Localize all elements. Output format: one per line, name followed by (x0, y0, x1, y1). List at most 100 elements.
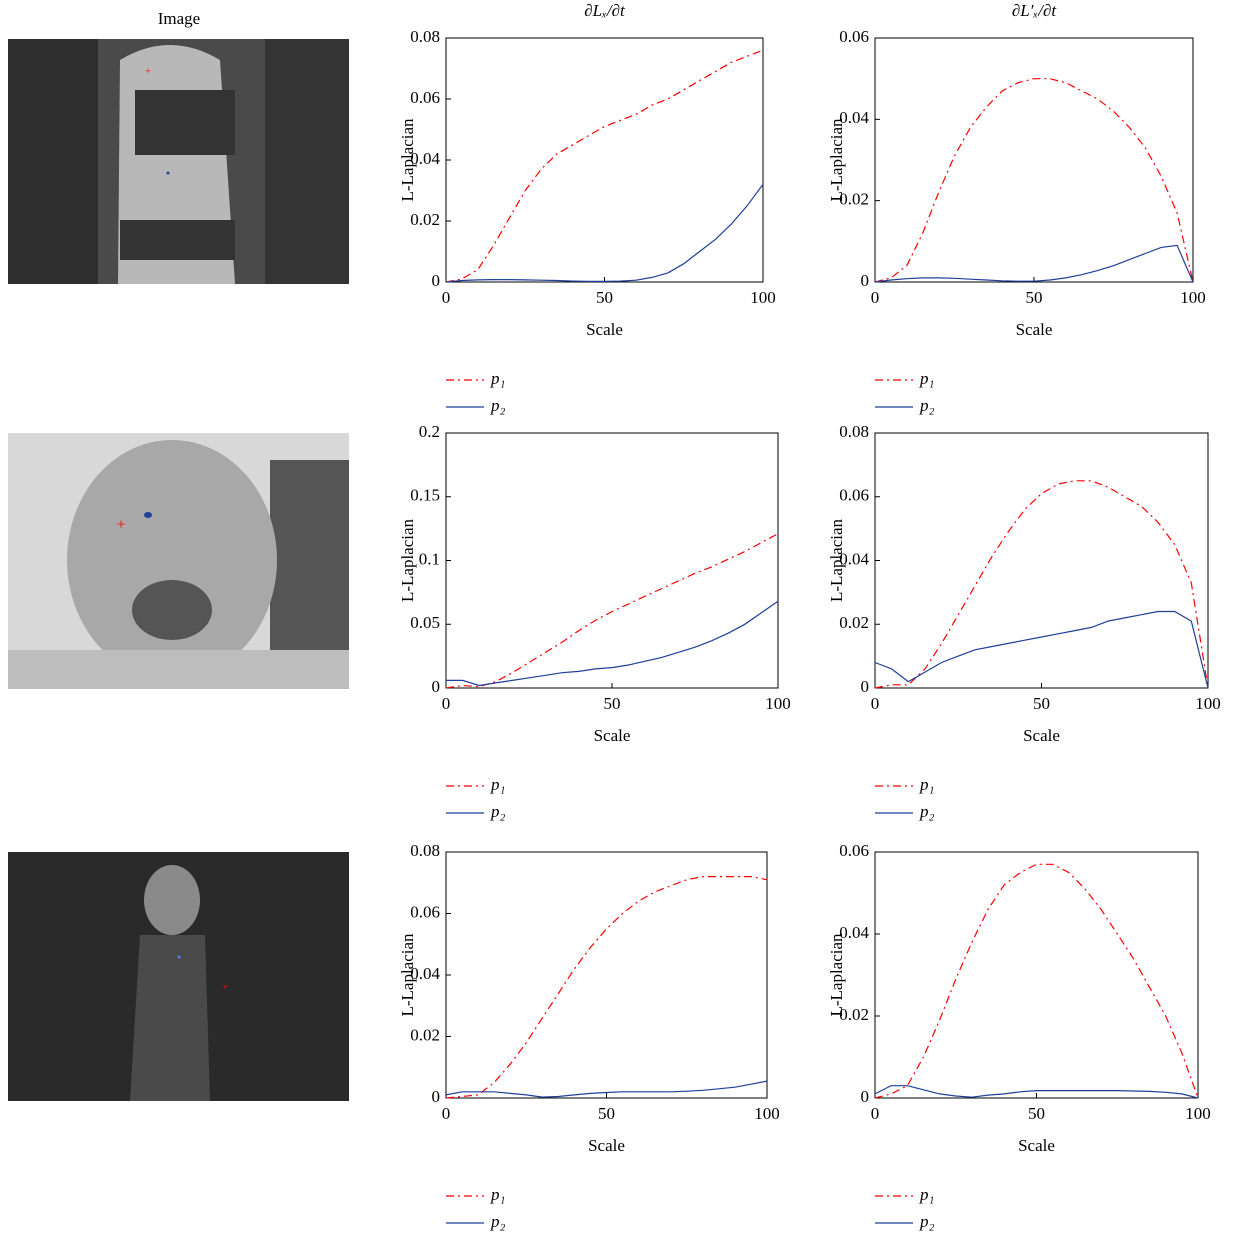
photo: + (8, 39, 349, 284)
photo-detail (120, 220, 235, 260)
legend-label: p₂ (919, 396, 935, 415)
y-tick-label: 0.06 (839, 486, 869, 505)
chart-title: ∂Lₓ/∂t (584, 1, 626, 20)
series-line (445, 1080, 768, 1098)
plot-frame (445, 851, 768, 1099)
y-tick-label: 0.04 (410, 149, 440, 168)
legend-label: p₁ (919, 1185, 934, 1204)
x-tick-label: 0 (871, 1104, 880, 1123)
series-line (445, 49, 764, 283)
y-tick-label: 0.06 (839, 27, 869, 46)
x-tick-label: 50 (598, 1104, 615, 1123)
legend-label: p₂ (490, 396, 506, 415)
y-tick-label: 0.06 (839, 841, 869, 860)
y-tick-label: 0 (861, 1087, 870, 1106)
y-axis-label: L-Laplacian (398, 933, 417, 1017)
legend-label: p₁ (490, 369, 505, 388)
y-axis-label: L-Laplacian (827, 518, 846, 602)
photo-marker: + (116, 517, 125, 534)
x-tick-label: 0 (442, 288, 451, 307)
y-tick-label: 0 (861, 677, 870, 696)
x-axis-label: Scale (1016, 320, 1053, 339)
y-axis-label: L-Laplacian (827, 933, 846, 1017)
photo-shade (270, 460, 349, 660)
x-axis-label: Scale (586, 320, 623, 339)
y-tick-label: 0.15 (410, 486, 440, 505)
legend-label: p₂ (919, 1212, 935, 1231)
x-axis-label: Scale (1023, 726, 1060, 745)
series-line (445, 184, 764, 283)
x-tick-label: 100 (1195, 694, 1221, 713)
y-tick-label: 0 (432, 677, 441, 696)
x-tick-label: 50 (1033, 694, 1050, 713)
x-tick-label: 0 (871, 288, 880, 307)
photo: + (8, 852, 349, 1101)
x-tick-label: 0 (442, 1104, 451, 1123)
photo-shade (8, 39, 98, 284)
photo: + (8, 433, 349, 689)
series-line (874, 78, 1194, 283)
x-tick-label: 100 (754, 1104, 780, 1123)
y-tick-label: 0.04 (839, 108, 869, 127)
y-tick-label: 0.05 (410, 613, 440, 632)
legend-label: p₁ (919, 369, 934, 388)
legend-label: p₂ (490, 1212, 506, 1231)
y-tick-label: 0.06 (410, 88, 440, 107)
photo-marker: + (145, 66, 151, 77)
series-line (445, 533, 779, 689)
y-axis-label: L-Laplacian (398, 118, 417, 202)
y-tick-label: 0 (432, 1087, 441, 1106)
x-tick-label: 50 (596, 288, 613, 307)
photo-face (144, 865, 200, 935)
legend-label: p₂ (490, 802, 506, 821)
y-tick-label: 0.02 (839, 1005, 869, 1024)
series-line (874, 610, 1209, 689)
y-tick-label: 0.08 (410, 841, 440, 860)
x-axis-label: Scale (594, 726, 631, 745)
photo-marker: + (222, 982, 228, 994)
y-tick-label: 0.1 (419, 549, 440, 568)
chart-title: ∂L′ₓ/∂t (1012, 1, 1058, 20)
x-tick-label: 50 (1026, 288, 1043, 307)
y-tick-label: 0.06 (410, 902, 440, 921)
y-tick-label: 0.04 (839, 549, 869, 568)
x-axis-label: Scale (588, 1136, 625, 1155)
x-tick-label: 100 (765, 694, 791, 713)
legend-label: p₁ (490, 1185, 505, 1204)
series-line (874, 244, 1194, 283)
y-tick-label: 0.02 (839, 190, 869, 209)
y-axis-label: L-Laplacian (398, 518, 417, 602)
x-axis-label: Scale (1018, 1136, 1055, 1155)
x-tick-label: 50 (1028, 1104, 1045, 1123)
series-line (874, 480, 1209, 689)
series-line (874, 863, 1199, 1099)
y-tick-label: 0.02 (410, 210, 440, 229)
series-line (445, 876, 768, 1099)
photo-figure (130, 935, 210, 1101)
legend-label: p₁ (919, 775, 934, 794)
y-tick-label: 0.08 (839, 422, 869, 441)
x-tick-label: 0 (442, 694, 451, 713)
plot-frame (874, 851, 1199, 1099)
photo-marker (177, 955, 181, 959)
y-tick-label: 0.02 (839, 613, 869, 632)
photo-detail (135, 90, 235, 155)
photo-shade (265, 39, 349, 284)
y-tick-label: 0 (432, 271, 441, 290)
photo-marker (144, 512, 152, 518)
photo-detail (132, 580, 212, 640)
y-tick-label: 0 (861, 271, 870, 290)
series-line (874, 1085, 1199, 1099)
photo-detail (8, 650, 349, 689)
legend-label: p₂ (919, 802, 935, 821)
x-tick-label: 50 (604, 694, 621, 713)
photo-face (67, 440, 277, 680)
legend-label: p₁ (490, 775, 505, 794)
x-tick-label: 100 (1185, 1104, 1211, 1123)
y-tick-label: 0.02 (410, 1025, 440, 1044)
plot-frame (445, 37, 764, 283)
y-tick-label: 0.2 (419, 422, 440, 441)
x-tick-label: 100 (750, 288, 776, 307)
y-tick-label: 0.04 (839, 923, 869, 942)
